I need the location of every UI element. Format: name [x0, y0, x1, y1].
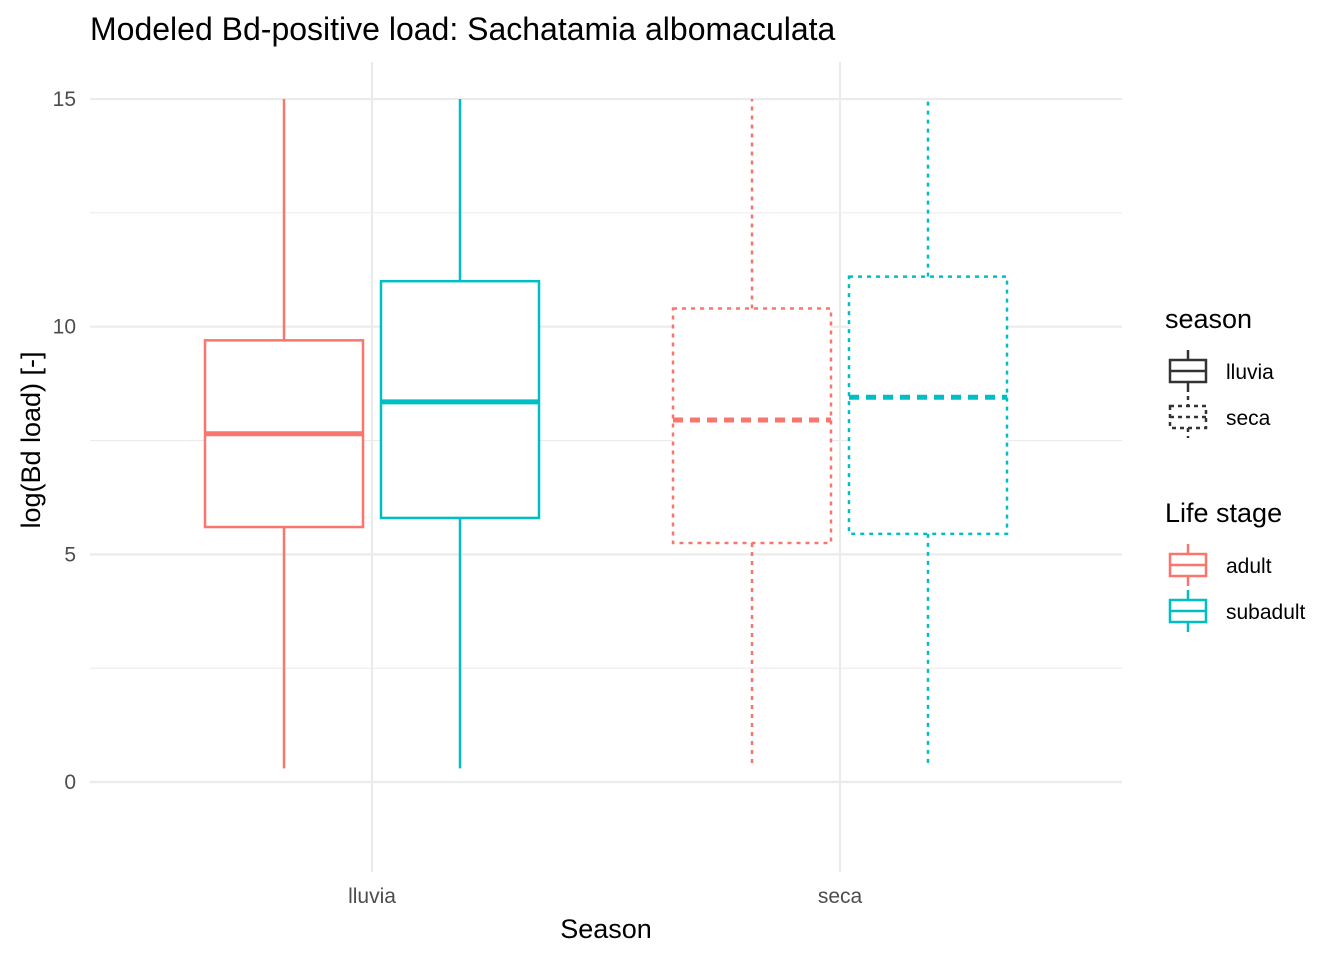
x-tick-labels: lluvia seca	[348, 885, 862, 908]
y-tick-label: 10	[53, 316, 76, 339]
legend-key-seca	[1168, 396, 1208, 438]
x-axis-title: Season	[560, 914, 652, 944]
y-tick-label: 15	[53, 88, 76, 111]
chart-title: Modeled Bd-positive load: Sachatamia alb…	[90, 11, 836, 47]
legend-season: season lluvia seca	[1165, 304, 1274, 438]
legend-key-subadult	[1168, 590, 1208, 632]
box-plots	[203, 99, 1009, 769]
x-tick-label: lluvia	[348, 885, 396, 908]
legend-label-seca: seca	[1226, 407, 1271, 430]
box-adult-seca	[671, 99, 833, 764]
grid-lines	[90, 62, 1122, 872]
y-tick-labels: 0 5 10 15	[53, 88, 76, 794]
y-tick-label: 5	[64, 543, 76, 566]
x-tick-label: seca	[818, 885, 863, 908]
legend-key-adult	[1168, 544, 1208, 586]
legend-life-stage-title: Life stage	[1165, 498, 1282, 528]
box-subadult-seca	[847, 99, 1009, 767]
box-subadult-lluvia	[379, 99, 541, 769]
legend-label-adult: adult	[1226, 555, 1272, 578]
box-body	[847, 275, 1009, 536]
legend-label-subadult: subadult	[1226, 601, 1306, 624]
legend-life-stage: Life stage adult subadult	[1165, 498, 1306, 632]
legend-season-title: season	[1165, 304, 1252, 334]
box-body	[671, 307, 833, 545]
box-adult-lluvia	[203, 99, 365, 769]
legend-key-lluvia	[1168, 350, 1208, 392]
y-tick-label: 0	[64, 771, 76, 794]
legend-label-lluvia: lluvia	[1226, 361, 1274, 384]
y-axis-title: log(Bd load) [-]	[16, 351, 46, 528]
